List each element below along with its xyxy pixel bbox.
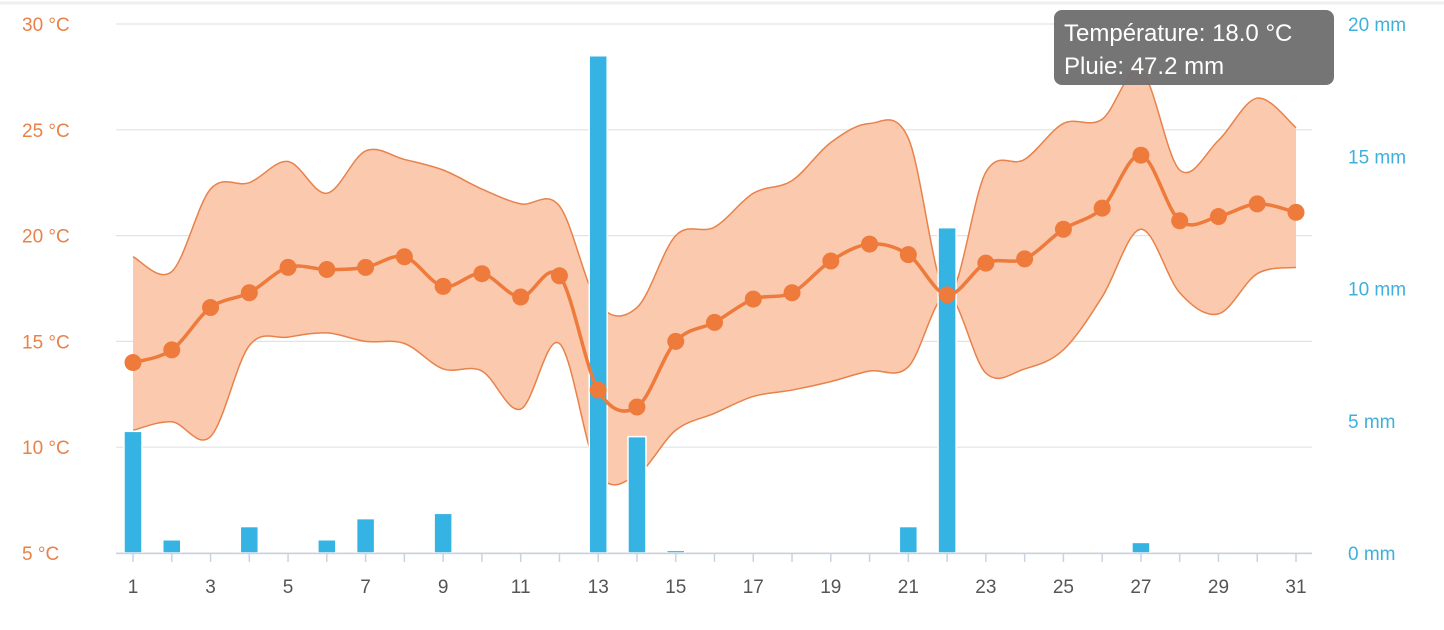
right-axis-tick-label: 10 mm (1348, 280, 1406, 301)
right-axis-tick-label: 0 mm (1348, 544, 1396, 565)
mean-temperature-point[interactable] (977, 254, 995, 272)
mean-temperature-point[interactable] (822, 252, 840, 270)
mean-temperature-point[interactable] (395, 248, 413, 266)
mean-temperature-point[interactable] (938, 286, 956, 304)
precipitation-bars (123, 54, 1151, 554)
mean-temperature-point[interactable] (1054, 220, 1072, 238)
right-axis-precipitation: 0 mm 5 mm 10 mm 15 mm 20 mm (1348, 15, 1406, 565)
mean-temperature-point[interactable] (1171, 212, 1189, 230)
temperature-range-band (132, 68, 1297, 486)
left-axis-tick-label: 15 °C (22, 332, 70, 353)
x-axis-tick-label: 23 (975, 577, 996, 598)
mean-temperature-point[interactable] (744, 290, 762, 308)
temperature-min-edge (132, 228, 1297, 486)
mean-temperature-point[interactable] (861, 235, 879, 253)
x-axis-tick-label: 31 (1285, 577, 1306, 598)
left-axis-temperature: 5 °C 10 °C 15 °C 20 °C 25 °C 30 °C (22, 15, 70, 565)
precipitation-bar[interactable] (355, 517, 376, 554)
mean-temperature-point[interactable] (240, 284, 258, 302)
mean-temperature-points (124, 146, 1305, 416)
x-axis-days: 1 3 5 7 9 11 13 15 17 19 21 23 25 27 29 31 (116, 552, 1312, 598)
mean-temperature-point[interactable] (124, 354, 142, 372)
tooltip: Température: 18.0 °C Pluie: 47.2 mm (1054, 10, 1334, 85)
precipitation-bar[interactable] (239, 525, 260, 554)
left-axis-tick-label: 10 °C (22, 438, 70, 459)
temperature-band-area (133, 69, 1296, 485)
left-axis-tick-label: 30 °C (22, 15, 70, 36)
mean-temperature-point[interactable] (512, 288, 530, 306)
right-axis-tick-label: 15 mm (1348, 147, 1406, 168)
tooltip-temperature-text: Température: 18.0 °C (1064, 20, 1292, 47)
precipitation-bar[interactable] (588, 54, 608, 554)
x-axis-tick-label: 15 (665, 577, 686, 598)
x-axis-tick-label: 13 (588, 577, 609, 598)
mean-temperature-point[interactable] (1016, 250, 1034, 268)
precipitation-bar[interactable] (162, 539, 182, 554)
x-axis-tick-label: 7 (360, 577, 371, 598)
mean-temperature-point[interactable] (163, 341, 181, 359)
mean-temperature-point[interactable] (202, 299, 220, 317)
mean-temperature-point[interactable] (706, 313, 723, 331)
precipitation-bar[interactable] (898, 525, 919, 554)
precipitation-bar[interactable] (317, 539, 337, 554)
precipitation-bar[interactable] (1131, 541, 1151, 554)
mean-temperature-point[interactable] (628, 398, 646, 416)
mean-temperature-point[interactable] (899, 246, 917, 264)
precipitation-bar[interactable] (123, 430, 143, 554)
temperature-max-edge (132, 68, 1297, 317)
x-axis-tick-label: 25 (1053, 577, 1074, 598)
x-axis-tick-label: 27 (1130, 577, 1151, 598)
x-axis-tick-label: 11 (511, 577, 531, 598)
mean-temperature-point[interactable] (589, 381, 607, 399)
tooltip-rain-text: Pluie: 47.2 mm (1064, 53, 1224, 80)
left-axis-tick-label: 5 °C (22, 544, 59, 565)
mean-temperature-point[interactable] (279, 258, 297, 276)
mean-temperature-point[interactable] (357, 258, 375, 276)
mean-temperature-point[interactable] (550, 267, 568, 285)
mean-temperature-point[interactable] (1248, 195, 1266, 213)
mean-temperature-point[interactable] (667, 332, 685, 350)
mean-temperature-point[interactable] (1132, 146, 1150, 164)
x-axis-tick-label: 19 (820, 577, 841, 598)
x-axis-tick-label: 17 (743, 577, 764, 598)
right-axis-tick-label: 20 mm (1348, 15, 1406, 36)
x-axis-tick-label: 3 (205, 577, 216, 598)
mean-temperature-point[interactable] (1093, 199, 1111, 217)
x-axis-tick-label: 1 (128, 577, 139, 598)
x-axis-tick-label: 9 (438, 577, 449, 598)
left-axis-tick-label: 25 °C (22, 121, 70, 142)
x-axis-tick-label: 5 (283, 577, 294, 598)
right-axis-tick-label: 5 mm (1348, 412, 1396, 433)
precipitation-bar[interactable] (627, 435, 647, 554)
mean-temperature-point[interactable] (434, 277, 452, 295)
precipitation-bar[interactable] (937, 226, 957, 554)
mean-temperature-point[interactable] (1287, 203, 1305, 221)
left-axis-tick-label: 20 °C (22, 227, 70, 248)
x-axis-tick-label: 29 (1208, 577, 1229, 598)
precipitation-bar[interactable] (665, 549, 686, 554)
tooltip-box (1054, 10, 1334, 85)
mean-temperature-point[interactable] (1209, 208, 1227, 226)
x-axis-tick-label: 21 (898, 577, 919, 598)
precipitation-bar[interactable] (433, 512, 453, 554)
mean-temperature-point[interactable] (473, 265, 491, 283)
mean-temperature-point[interactable] (783, 284, 801, 302)
mean-temperature-point[interactable] (318, 260, 336, 278)
